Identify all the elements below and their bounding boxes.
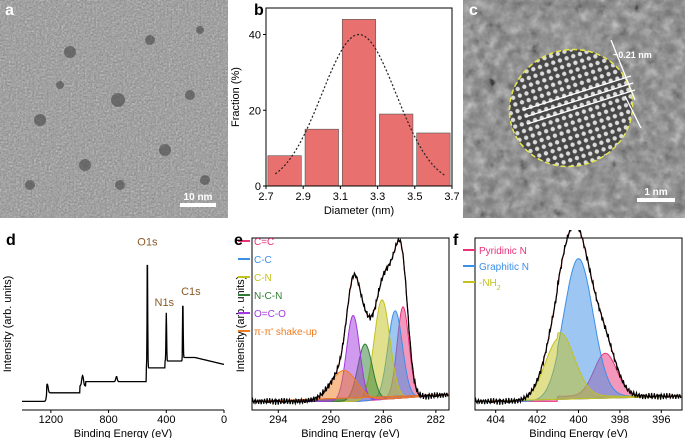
x-tick-label-e: 294 [269, 414, 287, 426]
y-tick-label-b: 0 [255, 181, 261, 193]
legend-label-e-5: π-π' shake-up [254, 327, 317, 338]
x-tick-label-e: 286 [374, 414, 392, 426]
x-tick-label-b: 3.7 [444, 191, 459, 203]
histogram-bar-3 [379, 113, 414, 187]
plot-frame-e [251, 237, 450, 411]
panel-label-a: a [5, 2, 14, 19]
histogram-bar-2 [341, 19, 377, 187]
chart-f-svg: 404 402 400 398 396 Binding Energy (eV) Pyridi… [463, 221, 683, 440]
x-tick-label-d: 0 [221, 414, 227, 426]
chart-e: 294 290 286 282 Binding Energy (eV) Intensity… [228, 230, 453, 440]
x-tick-label-b: 2.7 [258, 191, 273, 203]
x-tick-label-e: 282 [427, 414, 445, 426]
y-axis-label-b: Fraction (%) [230, 67, 242, 127]
x-tick-label-f: 398 [611, 414, 629, 426]
panel-label-c: c [469, 2, 478, 19]
y-tick-label-b: 40 [249, 30, 261, 42]
chart-e-svg: 294 290 286 282 Binding Energy (eV) Intensity… [235, 237, 450, 440]
tem-image-a: 10 nm a [0, 0, 228, 218]
y-axis-label-e: Intensity (arb. units) [235, 276, 247, 373]
scalebar-a [180, 203, 216, 207]
chart-d-svg: 1200 800 400 0 Binding Energy (eV) Intensity … [2, 236, 227, 440]
legend-label-e-3: N-C-N [254, 291, 282, 302]
survey-spectrum-line [22, 264, 224, 403]
x-axis-label-b: Diameter (nm) [324, 205, 394, 217]
legend-label-e-2: C-N [254, 273, 272, 284]
raw-spectrum [251, 238, 449, 406]
legend-label-e-1: C-C [254, 255, 272, 266]
legend-label-f-0: Pyridinic N [479, 246, 527, 257]
gaussian-fit-curve [274, 33, 445, 176]
plot-frame-b [265, 7, 453, 187]
hrtem-texture-c: ~0.21 nm 1 nm [463, 0, 685, 218]
hrtem-image-c: ~0.21 nm 1 nm c [463, 0, 685, 218]
legend-label-e-0: C=C [254, 237, 274, 248]
chart-d: 1200 800 400 0 Binding Energy (eV) Intensity … [0, 230, 228, 440]
x-tick-label-b: 3.3 [370, 191, 385, 203]
y-tick-label-b: 20 [249, 105, 261, 117]
legend-label-f-1: Graphitic N [479, 262, 529, 273]
scalebar-label-c: 1 nm [644, 187, 667, 198]
chart-b: 2.7 2.9 3.1 3.3 3.5 3.7 0 20 40 Diameter (nm) Frac… [228, 0, 463, 218]
x-tick-label-b: 2.9 [296, 191, 311, 203]
x-tick-label-f: 396 [652, 414, 670, 426]
lattice-lines [522, 39, 642, 129]
legend-label-e-4: O=C-O [254, 309, 286, 320]
chart-f: 404 402 400 398 396 Binding Energy (eV) Pyridi… [453, 221, 685, 440]
x-tick-label-f: 400 [569, 414, 587, 426]
scalebar-label-a: 10 nm [184, 192, 213, 203]
scalebar-c [637, 198, 675, 202]
x-axis-label-f: Binding Energy (eV) [529, 428, 627, 438]
peak-annotation-N1s: N1s [155, 297, 175, 309]
histogram-bar-0 [267, 155, 302, 187]
x-axis-label-d: Binding Energy (eV) [74, 428, 172, 438]
tem-texture-a: 10 nm [0, 0, 228, 218]
x-tick-label-d: 400 [157, 414, 175, 426]
lattice-spacing-label: ~0.21 nm [613, 50, 652, 60]
x-tick-label-d: 800 [99, 414, 117, 426]
x-tick-label-f: 402 [528, 414, 546, 426]
x-tick-label-e: 290 [322, 414, 340, 426]
panel-label-d: d [6, 232, 16, 249]
peak-annotation-C1s: C1s [181, 286, 201, 298]
legend-label-f-2: -NH2 [479, 278, 501, 292]
peak-annotation-O1s: O1s [137, 236, 158, 248]
panel-label-e: e [234, 232, 243, 249]
histogram-bar-1 [304, 128, 339, 187]
panel-label-f: f [453, 232, 459, 249]
panel-label-b: b [254, 2, 264, 19]
chart-b-svg: 2.7 2.9 3.1 3.3 3.5 3.7 0 20 40 Diameter (nm) Frac… [230, 7, 460, 217]
x-tick-label-b: 3.5 [407, 191, 422, 203]
x-tick-label-f: 404 [487, 414, 505, 426]
x-tick-label-d: 1200 [39, 414, 63, 426]
x-tick-label-b: 3.1 [333, 191, 348, 203]
histogram-bar-4 [416, 132, 451, 187]
y-axis-label-d: Intensity (arb. units) [2, 276, 14, 373]
x-axis-label-e: Binding Energy (eV) [301, 428, 399, 438]
